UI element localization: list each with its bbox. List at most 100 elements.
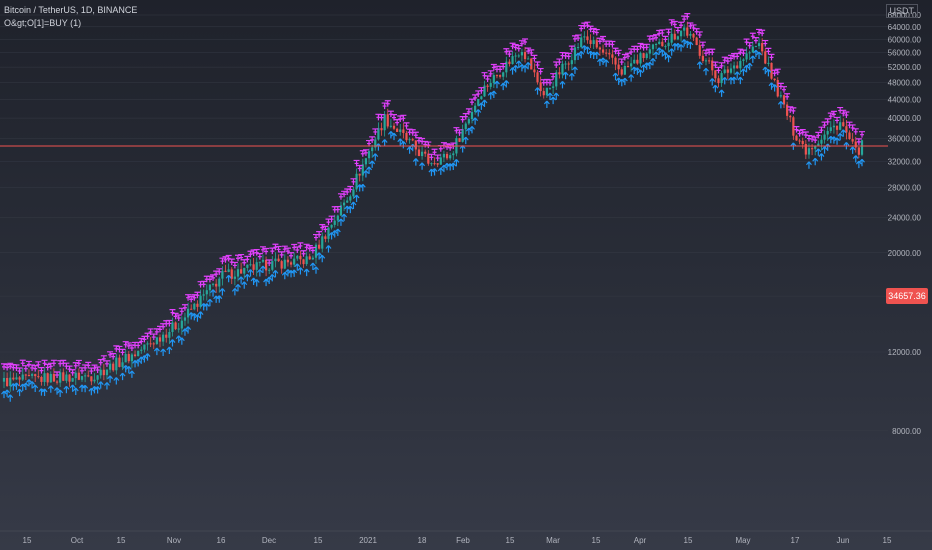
sell-signal-marker: [253, 248, 260, 256]
price-axis[interactable]: 8000.0012000.0016000.0020000.0024000.002…: [888, 11, 922, 436]
sell-signal-marker: [621, 53, 628, 61]
sell-signal-marker: [625, 52, 631, 60]
buy-signal-arrow: [472, 117, 479, 125]
buy-signal-arrow: [547, 92, 553, 101]
last-price-tag: 34657.36: [886, 288, 928, 304]
sell-signal-marker: [135, 341, 142, 349]
candle-body: [115, 357, 118, 371]
candle-body: [380, 128, 383, 131]
candle-body: [470, 112, 474, 120]
sell-signal-marker: [834, 116, 841, 124]
buy-signal-arrow: [316, 252, 323, 260]
candle-body: [520, 52, 524, 56]
buy-signal-arrow: [54, 387, 61, 395]
sell-signal-marker: [85, 361, 92, 369]
candle-body: [302, 259, 305, 265]
sell-signal-marker: [537, 67, 544, 75]
candle-body: [561, 63, 564, 75]
candle-body: [24, 374, 27, 376]
candle-body: [536, 72, 539, 83]
sell-signal-marker: [515, 44, 522, 52]
buy-signal-arrow: [462, 136, 469, 145]
sell-signal-marker: [91, 364, 98, 372]
sell-signal-marker: [266, 259, 273, 266]
buy-signal-arrow: [628, 74, 635, 82]
time-tick-label: Apr: [634, 536, 647, 545]
buy-signal-arrow: [509, 67, 516, 75]
symbol-title[interactable]: Bitcoin / TetherUS, 1D, BINANCE: [4, 5, 138, 15]
candle-body: [52, 373, 56, 382]
buy-signal-arrow: [178, 337, 185, 345]
buy-signal-arrow: [309, 262, 316, 271]
candle-body: [461, 129, 464, 142]
time-tick-label: 18: [418, 536, 427, 545]
candle-body: [545, 87, 548, 96]
candle-body: [221, 270, 224, 279]
buy-signal-arrow: [478, 102, 485, 110]
candle-body: [261, 259, 265, 262]
sell-signal-marker: [415, 137, 422, 144]
buy-signal-arrow: [216, 295, 223, 303]
sell-signal-marker: [781, 86, 787, 93]
sell-signal-marker: [824, 118, 831, 125]
buy-signal-arrow: [431, 168, 438, 176]
sell-signal-marker: [465, 108, 472, 115]
candle-body: [361, 164, 364, 176]
candle-body: [826, 130, 829, 135]
candle-body: [314, 244, 318, 258]
sell-signal-marker: [256, 253, 263, 260]
candle-body: [626, 66, 630, 68]
buy-signal-arrow: [256, 269, 263, 277]
candle-body: [598, 47, 602, 50]
candle-body: [764, 51, 767, 64]
price-tick-label: 60000.00: [888, 35, 922, 44]
candle-body: [664, 46, 667, 48]
sell-signal-marker: [812, 136, 819, 144]
sell-signal-marker: [746, 42, 753, 49]
sell-signal-marker: [428, 153, 435, 161]
candle-body: [193, 303, 196, 310]
sell-signal-marker: [653, 34, 660, 41]
candle-body: [71, 378, 74, 382]
buy-signal-arrow: [678, 44, 685, 52]
candle-body: [439, 157, 442, 165]
sell-signal-marker: [472, 94, 479, 101]
sell-signal-marker: [238, 253, 245, 261]
candle-body: [589, 40, 592, 45]
sell-signal-marker: [200, 280, 207, 288]
candle-body: [648, 49, 651, 54]
sell-signal-marker: [403, 122, 410, 129]
candle-body: [620, 69, 623, 75]
buy-signal-arrow: [703, 67, 709, 76]
candle-body: [580, 37, 583, 48]
buy-signal-arrow: [353, 194, 360, 202]
candle-body: [458, 138, 461, 142]
sell-signal-marker: [843, 111, 850, 118]
candle-body: [118, 357, 121, 367]
candle-body: [527, 58, 530, 60]
indicator-label[interactable]: O&gt;O[1]=BUY (1): [4, 18, 82, 28]
candle-body: [252, 264, 255, 270]
candle-body: [832, 125, 836, 128]
sell-signal-marker: [596, 37, 603, 45]
candle-body: [12, 377, 15, 380]
candle-body: [754, 46, 758, 48]
candle-body: [583, 36, 586, 38]
buy-signal-arrow: [534, 87, 541, 95]
buy-signal-arrow: [444, 162, 451, 171]
buy-signal-arrow: [481, 99, 488, 108]
sell-signal-marker: [22, 365, 29, 372]
candle-body: [477, 99, 480, 106]
sell-signal-marker: [188, 295, 195, 303]
signal-markers-layer: [1, 13, 865, 402]
buy-signal-arrow: [238, 276, 245, 284]
buy-signal-arrow: [272, 270, 279, 278]
candle-body: [508, 61, 511, 65]
buy-signal-arrow: [297, 267, 304, 275]
buy-signal-arrow: [47, 385, 54, 393]
candle-body: [433, 163, 436, 165]
candle-body: [486, 85, 489, 87]
currency-label[interactable]: USDT: [885, 4, 918, 18]
time-axis[interactable]: 15 Oct 15 Nov 16 Dec 15 2021 18 Feb 15 Mar 15 Apr 15 Ma…: [0, 530, 932, 545]
